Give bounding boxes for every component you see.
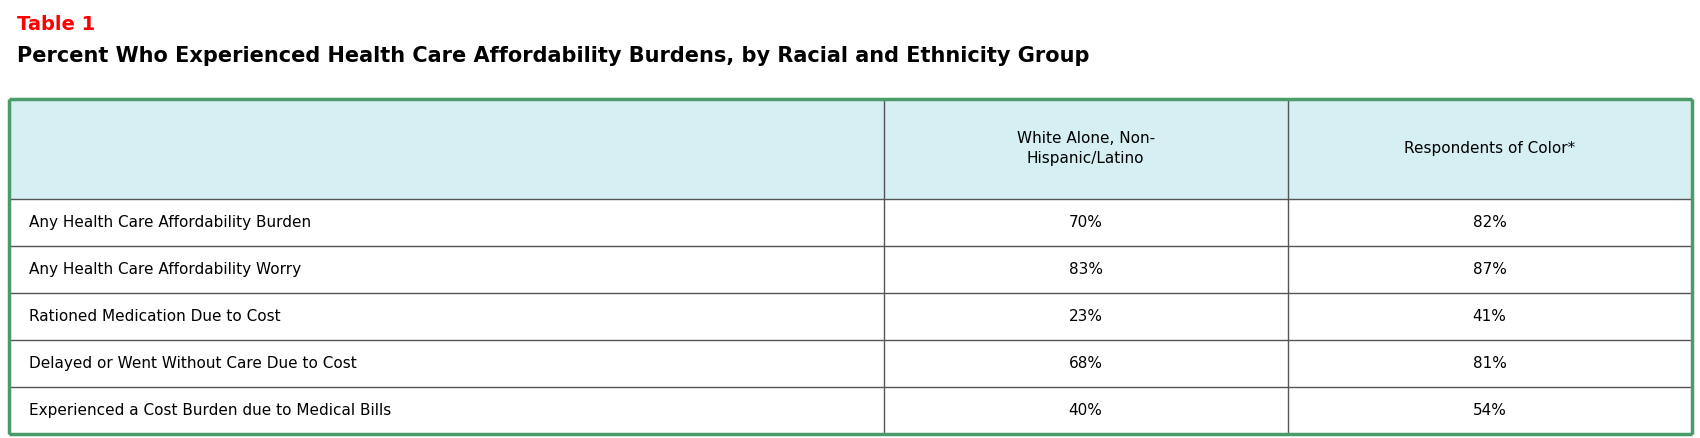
Text: Table 1: Table 1 [17,15,95,34]
Bar [8,199,884,246]
Text: Experienced a Cost Burden due to Medical Bills: Experienced a Cost Burden due to Medical… [29,403,391,418]
Text: Respondents of Color*: Respondents of Color* [1404,141,1576,156]
Bar [8,340,884,387]
Text: 54%: 54% [1472,403,1506,418]
Text: Any Health Care Affordability Burden: Any Health Care Affordability Burden [29,215,311,230]
Bar [884,99,1287,199]
Text: Delayed or Went Without Care Due to Cost: Delayed or Went Without Care Due to Cost [29,356,357,371]
Text: 41%: 41% [1472,309,1506,324]
Text: 83%: 83% [1069,262,1103,277]
Text: White Alone, Non-
Hispanic/Latino: White Alone, Non- Hispanic/Latino [1017,131,1154,166]
Bar [1287,293,1692,340]
Bar [884,387,1287,434]
Bar [884,340,1287,387]
Bar [1287,340,1692,387]
Bar [1287,99,1692,199]
Bar [1287,387,1692,434]
Text: Any Health Care Affordability Worry: Any Health Care Affordability Worry [29,262,301,277]
Bar [884,199,1287,246]
Bar [8,246,884,293]
Text: 70%: 70% [1069,215,1103,230]
Text: 87%: 87% [1472,262,1506,277]
Bar [884,246,1287,293]
Bar [1287,246,1692,293]
Text: 40%: 40% [1069,403,1103,418]
Text: Rationed Medication Due to Cost: Rationed Medication Due to Cost [29,309,280,324]
Bar [884,293,1287,340]
Bar [8,293,884,340]
Text: 23%: 23% [1069,309,1103,324]
Bar [8,99,884,199]
Text: 82%: 82% [1472,215,1506,230]
Text: 68%: 68% [1069,356,1103,371]
Text: 81%: 81% [1472,356,1506,371]
Text: Percent Who Experienced Health Care Affordability Burdens, by Racial and Ethnici: Percent Who Experienced Health Care Affo… [17,46,1090,66]
Bar [8,387,884,434]
Bar [1287,199,1692,246]
